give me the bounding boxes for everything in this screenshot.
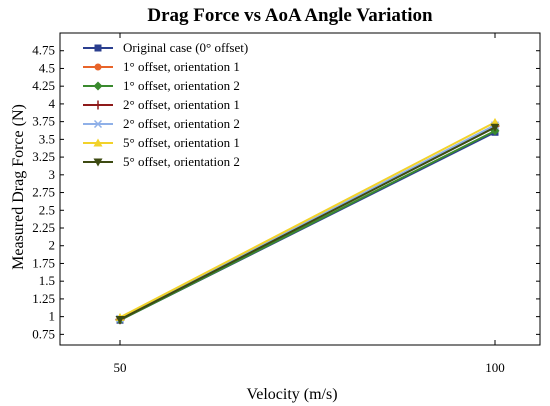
y-axis-label: Measured Drag Force (N) xyxy=(10,104,27,270)
y-tick-label: 3.5 xyxy=(39,131,55,146)
y-tick-label: 1 xyxy=(49,309,56,324)
legend-marker xyxy=(93,158,103,167)
y-tick-label: 3.75 xyxy=(32,114,55,129)
y-tick-label: 1.5 xyxy=(39,273,55,288)
legend-label: 5° offset, orientation 2 xyxy=(123,154,240,169)
legend-marker xyxy=(94,63,102,71)
series-7 xyxy=(115,123,500,324)
x-tick-label: 100 xyxy=(485,360,505,375)
legend-label: 1° offset, orientation 2 xyxy=(123,78,240,93)
legend-label: 1° offset, orientation 1 xyxy=(123,59,240,74)
x-axis: 50 100 xyxy=(114,33,505,375)
y-tick-label: 4.75 xyxy=(32,43,55,58)
legend-item: 2° offset, orientation 2 xyxy=(83,116,240,131)
y-tick-label: 4.25 xyxy=(32,78,55,93)
chart-title: Drag Force vs AoA Angle Variation xyxy=(147,5,433,26)
legend: Original case (0° offset) 1° offset, orie… xyxy=(83,40,248,169)
x-axis-label: Velocity (m/s) xyxy=(246,386,337,403)
legend-item: 5° offset, orientation 2 xyxy=(83,154,240,169)
legend-marker xyxy=(94,44,102,52)
legend-marker xyxy=(93,100,103,110)
legend-label: 2° offset, orientation 1 xyxy=(123,97,240,112)
legend-item: 1° offset, orientation 2 xyxy=(83,78,240,93)
legend-marker xyxy=(93,119,103,129)
legend-item: 2° offset, orientation 1 xyxy=(83,97,240,112)
y-tick-label: 3 xyxy=(49,167,56,182)
data-point xyxy=(490,123,500,132)
y-tick-label: 2.5 xyxy=(39,202,55,217)
legend-label: 2° offset, orientation 2 xyxy=(123,116,240,131)
y-tick-label: 1.75 xyxy=(32,255,55,270)
legend-label: Original case (0° offset) xyxy=(123,40,248,55)
legend-item: 1° offset, orientation 1 xyxy=(83,59,240,74)
y-tick-label: 2 xyxy=(49,238,56,253)
data-point xyxy=(115,315,125,324)
y-tick-label: 4 xyxy=(49,96,56,111)
plot-area xyxy=(59,32,541,346)
y-axis: 0.75 1 1.25 1.5 1.75 2 2.25 2.5 2.75 3 3.25 3.5 3.75… xyxy=(32,43,540,341)
series-line xyxy=(119,126,496,321)
y-tick-label: 3.25 xyxy=(32,149,55,164)
x-tick-label: 50 xyxy=(114,360,127,375)
legend-item: Original case (0° offset) xyxy=(83,40,248,55)
legend-label: 5° offset, orientation 1 xyxy=(123,135,240,150)
series-line xyxy=(119,121,496,319)
y-tick-label: 2.75 xyxy=(32,185,55,200)
y-tick-label: 4.5 xyxy=(39,60,55,75)
legend-item: 5° offset, orientation 1 xyxy=(83,135,240,150)
y-tick-label: 1.25 xyxy=(32,291,55,306)
y-tick-label: 2.25 xyxy=(32,220,55,235)
legend-marker xyxy=(93,138,103,147)
series-layer xyxy=(115,117,500,325)
legend-marker xyxy=(93,81,103,91)
y-tick-label: 0.75 xyxy=(32,326,55,341)
series-line xyxy=(119,129,496,322)
